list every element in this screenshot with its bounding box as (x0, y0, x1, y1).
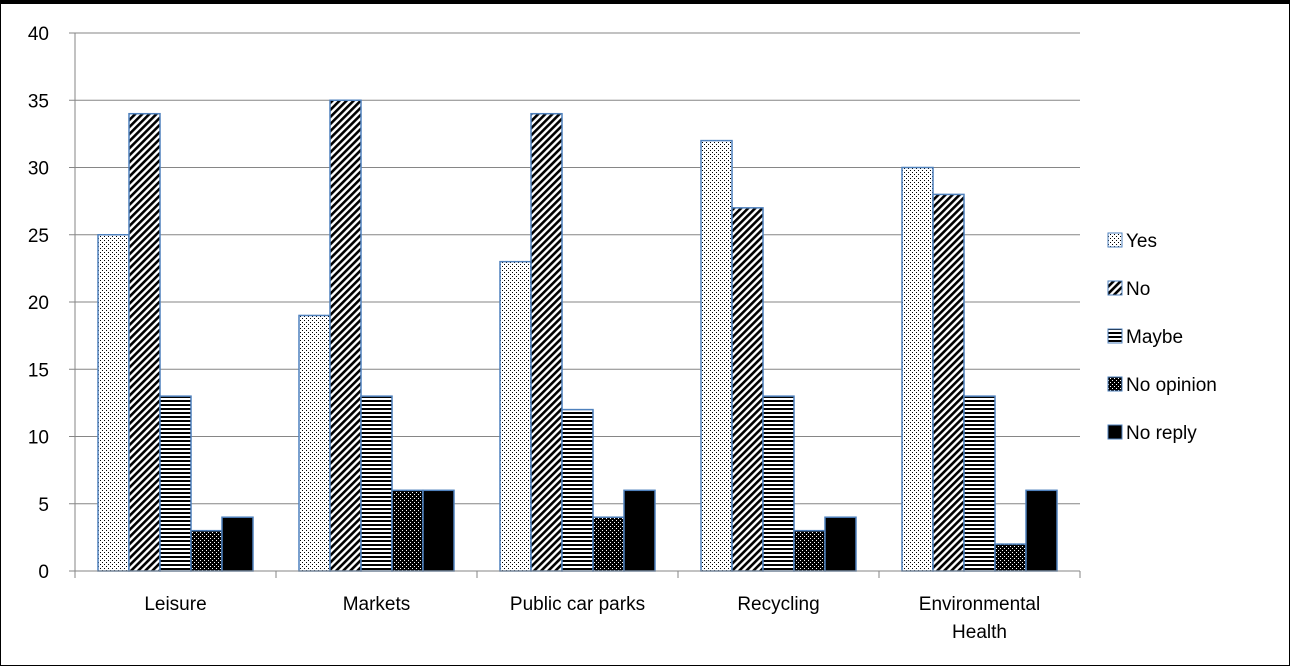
bar-leisure-maybe (159, 395, 192, 572)
legend-label-no-reply: No reply (1126, 423, 1197, 444)
bar-public-car-parks-no-opinion (592, 516, 625, 572)
bar-recycling-yes (700, 139, 733, 572)
x-category-label-recycling: Recycling (737, 594, 819, 615)
bar-environmental-health-no-opinion (994, 543, 1027, 572)
bar-public-car-parks-no-reply (623, 489, 656, 572)
bar-leisure-no (128, 112, 161, 572)
bar-environmental-health-no-reply (1025, 489, 1058, 572)
legend-label-yes: Yes (1126, 231, 1157, 252)
legend-label-maybe: Maybe (1126, 327, 1183, 348)
legend-label-no: No (1126, 279, 1150, 300)
y-tick-label-20: 20 (28, 293, 49, 314)
x-axis-category-labels: Leisure Markets Public car parks Recycling E… (144, 594, 1040, 643)
bar-markets-no (329, 99, 362, 572)
x-category-label-markets: Markets (343, 594, 411, 615)
bar-leisure-no-opinion (190, 529, 223, 572)
bar-markets-maybe (360, 395, 393, 572)
x-category-label-environmental-health-line-1: Environmental (919, 594, 1040, 615)
bar-markets-no-opinion (391, 489, 424, 572)
legend-swatch-maybe (1107, 328, 1123, 344)
y-tick-label-40: 40 (28, 24, 49, 45)
bar-recycling-maybe (762, 395, 795, 572)
legend-swatch-no-reply (1107, 424, 1123, 440)
bar-public-car-parks-maybe (561, 408, 594, 572)
y-tick-label-35: 35 (28, 91, 49, 112)
y-tick-label-10: 10 (28, 428, 49, 449)
axes (69, 32, 1081, 578)
x-category-label-public-car-parks: Public car parks (510, 594, 645, 615)
bar-recycling-no-reply (824, 516, 857, 572)
bar-recycling-no-opinion (793, 529, 826, 572)
bar-recycling-no (731, 207, 764, 572)
y-tick-label-5: 5 (38, 495, 49, 516)
bar-public-car-parks-yes (499, 260, 532, 572)
bar-public-car-parks-no (530, 112, 563, 572)
bar-environmental-health-maybe (963, 395, 996, 572)
legend-label-no-opinion: No opinion (1126, 375, 1217, 396)
legend-swatch-no (1107, 280, 1123, 296)
bar-leisure-yes (97, 234, 130, 572)
y-axis-tick-labels: 0 5 10 15 20 25 30 35 40 (28, 24, 49, 583)
legend: Yes No Maybe No opinion No reply (1107, 231, 1217, 444)
y-tick-label-15: 15 (28, 360, 49, 381)
bar-markets-no-reply (422, 489, 455, 572)
x-category-label-environmental-health-line-2: Health (952, 622, 1007, 643)
top-strip (0, 0, 1290, 4)
y-tick-label-0: 0 (38, 562, 49, 583)
bar-leisure-no-reply (221, 516, 254, 572)
legend-swatch-yes (1107, 232, 1123, 248)
x-category-label-leisure: Leisure (144, 594, 206, 615)
bars (97, 99, 1058, 572)
legend-swatch-no-opinion (1107, 376, 1123, 392)
bar-environmental-health-no (932, 193, 965, 572)
bar-environmental-health-yes (901, 166, 934, 572)
y-tick-label-25: 25 (28, 226, 49, 247)
y-tick-label-30: 30 (28, 159, 49, 180)
bar-markets-yes (298, 314, 331, 572)
